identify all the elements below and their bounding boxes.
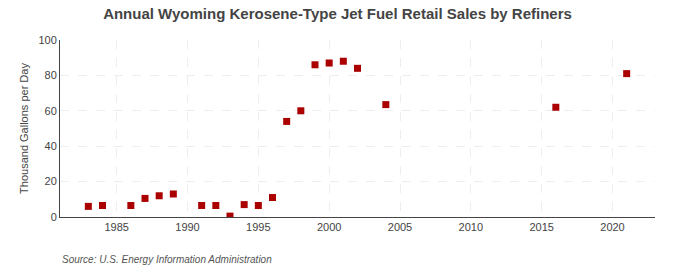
svg-text:80: 80 (45, 69, 57, 81)
svg-text:0: 0 (51, 211, 57, 223)
svg-text:100: 100 (38, 34, 56, 46)
svg-text:Annual Wyoming Kerosene-Type J: Annual Wyoming Kerosene-Type Jet Fuel Re… (103, 5, 572, 22)
svg-text:20: 20 (45, 175, 57, 187)
svg-text:60: 60 (45, 105, 57, 117)
svg-text:2005: 2005 (388, 221, 412, 233)
svg-text:Thousand Gallons per Day: Thousand Gallons per Day (18, 63, 30, 194)
svg-text:1985: 1985 (104, 221, 128, 233)
svg-text:2020: 2020 (600, 221, 624, 233)
svg-text:1995: 1995 (246, 221, 270, 233)
svg-text:2010: 2010 (459, 221, 483, 233)
svg-text:2015: 2015 (529, 221, 553, 233)
svg-text:40: 40 (45, 140, 57, 152)
svg-text:2000: 2000 (317, 221, 341, 233)
svg-text:1990: 1990 (175, 221, 199, 233)
svg-text:Source: U.S. Energy Informatio: Source: U.S. Energy Information Administ… (62, 254, 272, 265)
